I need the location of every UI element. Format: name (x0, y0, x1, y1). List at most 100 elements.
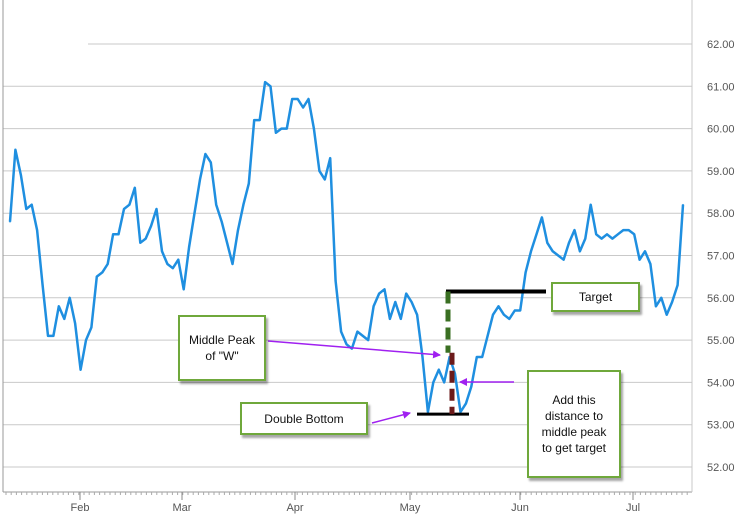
price-point (551, 250, 554, 253)
price-point (36, 229, 38, 231)
price-point (313, 127, 315, 130)
price-point (296, 98, 299, 100)
price-point (85, 339, 87, 341)
price-point (188, 246, 190, 248)
price-point (383, 288, 386, 291)
price-point (134, 187, 136, 189)
price-point (627, 229, 630, 231)
price-point (465, 402, 467, 405)
x-tick-labels: Feb Mar Apr May Jun Jul (71, 492, 640, 514)
price-point (112, 233, 114, 236)
price-point (416, 313, 418, 316)
axes (2, 0, 693, 493)
price-point (30, 203, 33, 206)
price-point (606, 233, 608, 236)
price-point (177, 258, 180, 261)
price-point (400, 318, 402, 320)
price-point (286, 127, 288, 130)
price-point (226, 242, 228, 244)
price-point (405, 292, 408, 295)
price-point (258, 119, 261, 121)
x-tick-label: Mar (173, 502, 192, 514)
price-point (318, 170, 321, 172)
y-tick-label: 56.00 (707, 293, 735, 305)
price-point (9, 220, 11, 223)
price-point (378, 292, 380, 295)
y-tick-label: 54.00 (707, 377, 735, 389)
y-tick-label: 55.00 (707, 335, 735, 347)
price-point (193, 212, 196, 214)
x-tick-label: Jul (626, 502, 640, 514)
price-point (541, 216, 543, 219)
y-tick-label: 62.00 (707, 39, 735, 51)
price-point (307, 98, 310, 100)
x-tick-label: May (400, 502, 421, 514)
price-point (557, 254, 559, 257)
price-point (421, 356, 424, 358)
price-point (242, 203, 245, 206)
price-point (101, 271, 104, 274)
price-point (215, 203, 217, 206)
price-point (617, 233, 619, 236)
price-point (182, 288, 185, 291)
price-point (280, 127, 283, 130)
price-point (231, 263, 234, 265)
price-point (372, 305, 375, 308)
price-point (573, 229, 576, 231)
y-tick-label: 60.00 (707, 124, 735, 136)
price-point (443, 381, 446, 384)
price-point (579, 250, 581, 253)
x-tick-label: Jun (511, 502, 529, 514)
price-point (144, 237, 147, 240)
price-point (524, 271, 527, 274)
price-point (503, 313, 505, 316)
price-point (204, 153, 207, 155)
y-tick-label: 61.00 (707, 81, 735, 93)
target-annotation: Target (551, 282, 640, 312)
y-tick-label: 58.00 (707, 208, 735, 220)
price-point (682, 203, 684, 206)
price-point (302, 106, 304, 109)
price-point (79, 368, 82, 371)
price-point (68, 297, 71, 299)
x-tick-label: Feb (71, 502, 90, 514)
price-point (90, 326, 93, 329)
price-point (671, 301, 673, 303)
price-point (210, 161, 212, 164)
price-point (150, 225, 152, 227)
price-point (459, 411, 462, 413)
price-point (47, 335, 49, 337)
price-point (432, 381, 435, 384)
price-point (58, 305, 60, 308)
price-point (264, 81, 266, 83)
price-point (622, 229, 625, 231)
price-point (508, 318, 511, 320)
price-point (568, 242, 570, 244)
y-tick-label: 53.00 (707, 420, 735, 432)
price-point (25, 208, 28, 210)
price-point (519, 309, 521, 312)
price-point (638, 258, 641, 261)
double-bottom-annotation: Double Bottom (240, 402, 368, 435)
price-point (660, 297, 663, 299)
x-tick-label: Apr (286, 502, 303, 514)
price-point (166, 263, 169, 265)
price-point (340, 330, 342, 333)
price-point (199, 178, 201, 181)
price-point (562, 258, 565, 261)
price-point (427, 411, 429, 413)
price-point (117, 233, 120, 236)
price-point (172, 267, 174, 270)
price-point (96, 275, 98, 278)
price-point (486, 335, 489, 337)
price-point (237, 229, 239, 231)
price-point (584, 237, 587, 240)
price-point (345, 343, 348, 346)
price-point (74, 322, 76, 325)
price-point (14, 149, 17, 151)
price-point (324, 178, 326, 181)
price-point (546, 242, 549, 244)
price-point (633, 233, 635, 236)
y-tick-label: 52.00 (707, 462, 735, 474)
